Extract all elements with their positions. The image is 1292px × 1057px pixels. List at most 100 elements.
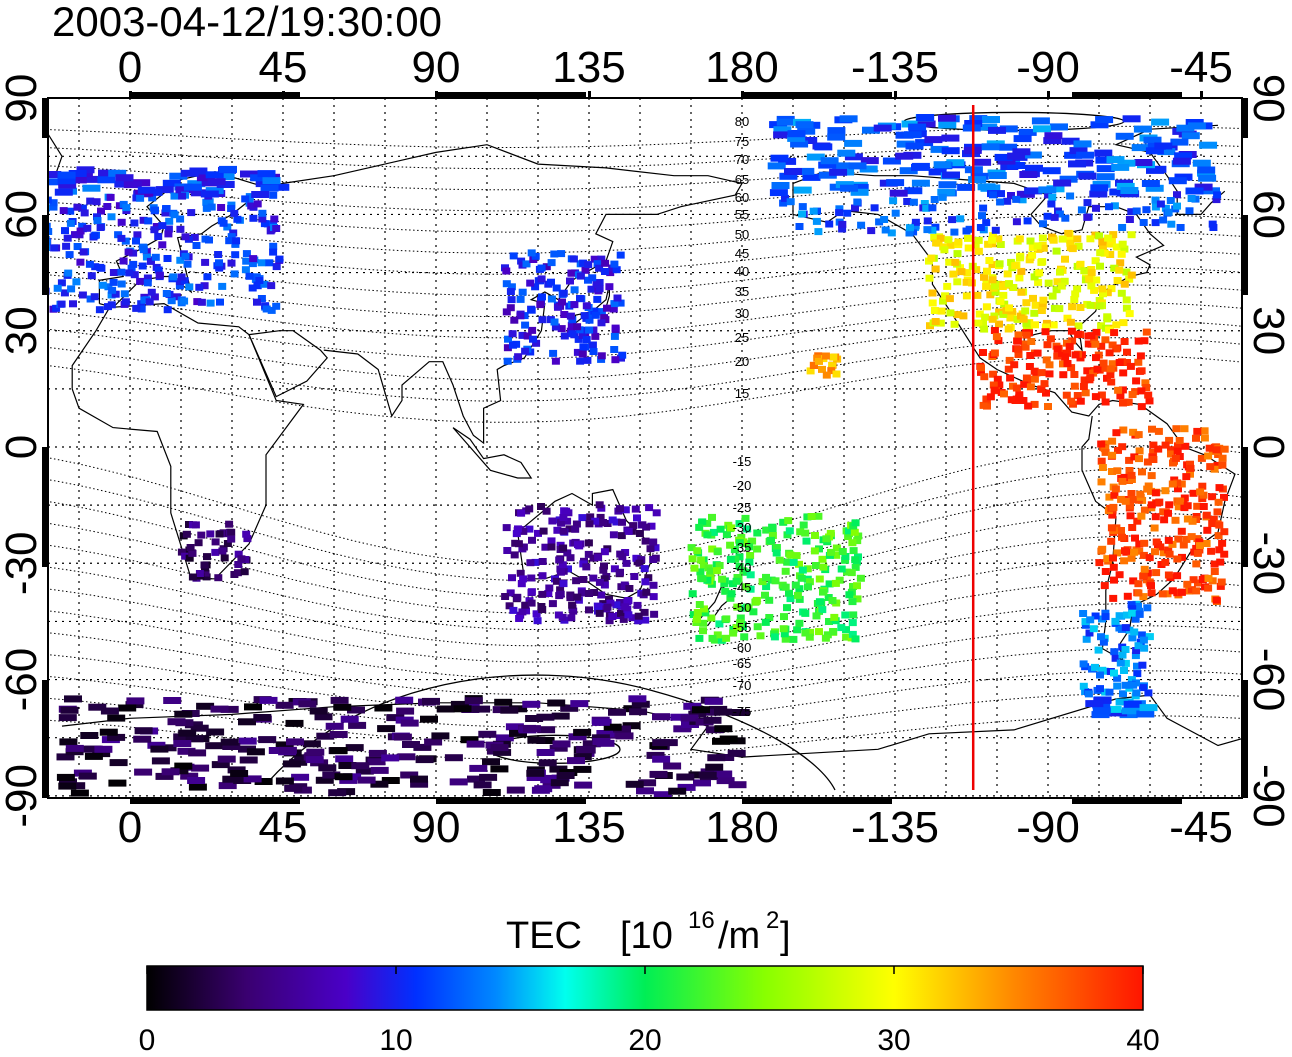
tec-cell	[962, 278, 971, 286]
tec-cell	[573, 593, 582, 601]
tec-cell	[381, 777, 400, 784]
tec-cell	[610, 346, 619, 353]
tec-cell	[641, 578, 650, 586]
tec-cell	[548, 600, 557, 608]
tec-cell	[743, 525, 752, 533]
tec-cell	[1186, 460, 1194, 468]
tec-cell	[996, 198, 1005, 206]
tec-cell	[1216, 582, 1225, 590]
tec-cell	[505, 723, 524, 731]
tec-cell	[133, 231, 142, 239]
tec-cell	[768, 525, 777, 532]
tec-cell	[959, 312, 968, 320]
tec-cell	[820, 157, 839, 165]
tec-cell	[784, 168, 802, 175]
tec-cell	[1127, 676, 1136, 684]
tec-cell	[616, 251, 625, 259]
tec-cell	[867, 227, 876, 235]
tec-cell	[825, 618, 833, 625]
lon-tick-top: 180	[705, 43, 778, 92]
tec-cell	[997, 157, 1016, 165]
tec-cell	[260, 280, 269, 288]
tick-mark	[1047, 91, 1050, 98]
tec-cell	[812, 217, 821, 225]
tec-cell	[1104, 234, 1113, 242]
tec-cell	[1042, 319, 1051, 327]
tec-cell	[1157, 148, 1176, 156]
tec-cell	[551, 323, 560, 331]
tec-cell	[784, 517, 793, 525]
tec-cell	[993, 375, 1002, 383]
tec-cell	[231, 240, 240, 248]
tec-cell	[989, 232, 998, 240]
tec-cell	[726, 541, 735, 549]
lat-tick-right: 60	[1244, 190, 1292, 239]
tec-cell	[53, 284, 62, 292]
tec-cell	[1070, 371, 1079, 378]
tec-cell	[1120, 280, 1129, 288]
tec-cell	[1082, 635, 1091, 643]
contour-label: 25	[735, 330, 749, 345]
tec-cell	[1079, 383, 1088, 390]
tec-cell	[70, 789, 89, 797]
tec-cell	[1041, 328, 1050, 336]
contour-label: 30	[735, 306, 749, 321]
tec-cell	[1174, 173, 1193, 181]
tec-cell	[1120, 667, 1128, 674]
tec-cell	[843, 209, 852, 217]
tec-cell	[493, 748, 512, 756]
tec-cell	[542, 507, 551, 515]
tec-cell	[780, 613, 788, 621]
tec-cell	[1109, 563, 1118, 571]
tec-cell	[559, 580, 568, 588]
tec-cell	[609, 531, 618, 539]
tec-cell	[506, 288, 515, 296]
tec-cell	[937, 307, 946, 315]
tec-cell	[1027, 338, 1036, 345]
lat-tick-left: 0	[0, 435, 46, 459]
tec-cell	[1110, 576, 1118, 584]
lat-tick-left: -30	[0, 531, 46, 595]
tec-cell	[1065, 343, 1074, 351]
tec-cell	[1167, 446, 1175, 454]
tec-cell	[395, 696, 414, 704]
tec-cell	[1174, 152, 1193, 160]
tec-cell	[814, 228, 823, 236]
tec-cell	[568, 269, 577, 277]
tec-cell	[1177, 527, 1186, 535]
tec-cell	[1187, 122, 1206, 130]
tec-cell	[1030, 309, 1039, 317]
tec-cell	[1022, 319, 1031, 327]
tec-cell	[242, 250, 251, 258]
tec-cell	[255, 277, 264, 284]
tec-cell	[348, 721, 367, 729]
tec-cell	[574, 335, 583, 343]
tec-cell	[1106, 365, 1115, 373]
tec-cell	[799, 521, 808, 529]
tec-cell	[1202, 540, 1211, 547]
tec-cell	[1031, 117, 1050, 125]
tec-cell	[218, 547, 227, 555]
frame-bar	[1242, 215, 1248, 295]
tec-cell	[844, 139, 863, 147]
tec-cell	[420, 715, 438, 723]
tec-cell	[1140, 644, 1149, 652]
tec-cell	[1086, 616, 1095, 624]
tec-cell	[783, 531, 792, 539]
tec-cell	[239, 756, 258, 764]
tec-cell	[117, 234, 126, 242]
tec-cell	[779, 625, 788, 633]
tec-cell	[203, 273, 212, 281]
tec-cell	[232, 237, 241, 245]
tec-cell	[999, 310, 1008, 318]
tec-cell	[322, 771, 341, 779]
tec-cell	[746, 571, 755, 579]
tec-cell	[339, 776, 358, 784]
tec-cell	[793, 591, 802, 599]
lat-tick-left: 90	[0, 74, 46, 123]
tec-cell	[1134, 642, 1143, 650]
tec-cell	[58, 181, 77, 189]
tec-cell	[652, 755, 671, 763]
tec-cell	[1061, 137, 1080, 145]
lon-tick-bottom: -135	[851, 803, 939, 852]
